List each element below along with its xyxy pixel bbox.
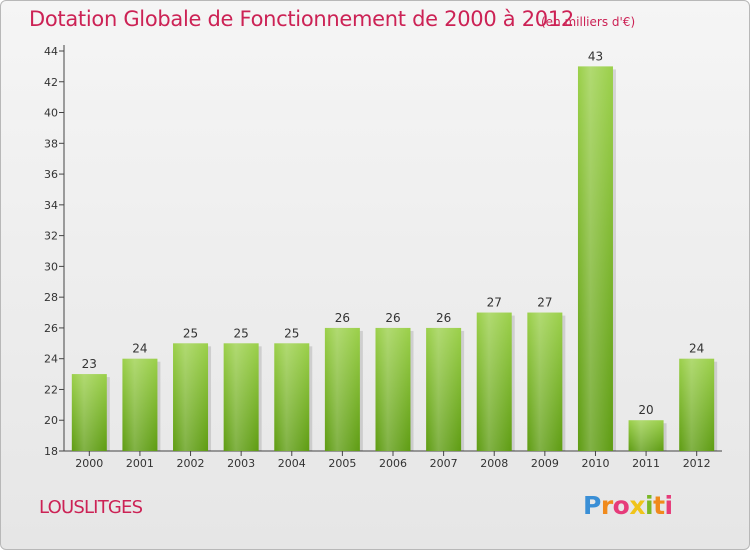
y-tick-label: 20 (44, 414, 58, 427)
y-tick-label: 24 (44, 353, 58, 366)
y-tick-label: 38 (44, 137, 58, 150)
y-tick-label: 42 (44, 76, 58, 89)
bar-highlight (223, 343, 259, 451)
value-label: 25 (234, 326, 249, 340)
y-tick-label: 30 (44, 260, 58, 273)
x-tick-label: 2007 (430, 457, 458, 470)
y-tick-label: 36 (44, 168, 58, 181)
y-tick-label: 22 (44, 383, 58, 396)
y-tick-label: 40 (44, 107, 58, 120)
y-tick-label: 32 (44, 230, 58, 243)
y-tick-label: 44 (44, 45, 58, 58)
value-label: 23 (82, 357, 97, 371)
value-label: 26 (385, 311, 400, 325)
y-tick-label: 34 (44, 199, 58, 212)
x-tick-label: 2009 (531, 457, 559, 470)
value-label: 26 (335, 311, 350, 325)
value-label: 26 (436, 311, 451, 325)
y-tick-label: 28 (44, 291, 58, 304)
x-tick-label: 2000 (75, 457, 103, 470)
x-tick-label: 2006 (379, 457, 407, 470)
bar-highlight (274, 343, 310, 451)
bar-highlight (577, 66, 613, 451)
chart-title: Dotation Globale de Fonctionnement de 20… (29, 7, 574, 31)
bar-highlight (375, 327, 411, 451)
chart-subtitle: (en milliers d'€) (541, 15, 636, 29)
x-tick-label: 2012 (683, 457, 711, 470)
x-tick-label: 2003 (227, 457, 255, 470)
value-label: 24 (132, 342, 147, 356)
x-tick-label: 2002 (177, 457, 205, 470)
value-label: 27 (537, 296, 552, 310)
y-tick-label: 18 (44, 445, 58, 458)
value-label: 25 (183, 326, 198, 340)
value-label: 27 (487, 296, 502, 310)
x-tick-label: 2011 (632, 457, 660, 470)
location-name: LOUSLITGES (39, 497, 143, 518)
y-tick-label: 26 (44, 322, 58, 335)
value-label: 24 (689, 342, 704, 356)
x-tick-label: 2010 (581, 457, 609, 470)
bar-highlight (173, 343, 209, 451)
bar-highlight (527, 312, 563, 451)
proxiti-logo: Proxiti (583, 491, 673, 520)
x-tick-label: 2004 (278, 457, 306, 470)
x-tick-label: 2001 (126, 457, 154, 470)
bar-highlight (426, 327, 462, 451)
bar-highlight (628, 420, 664, 451)
bar-highlight (679, 358, 715, 451)
x-tick-label: 2005 (328, 457, 356, 470)
bar-highlight (324, 327, 360, 451)
value-label: 25 (284, 326, 299, 340)
bar-highlight (476, 312, 512, 451)
bar-highlight (122, 358, 158, 451)
value-label: 20 (638, 403, 653, 417)
x-tick-label: 2008 (480, 457, 508, 470)
value-label: 43 (588, 49, 603, 63)
bar-highlight (71, 374, 107, 451)
